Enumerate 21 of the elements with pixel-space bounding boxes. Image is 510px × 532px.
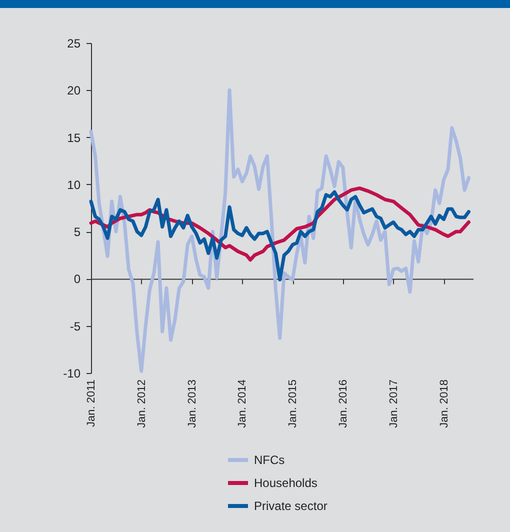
y-tick-label: -10 (63, 366, 81, 380)
legend-label: Households (254, 476, 318, 490)
y-tick-label: 5 (74, 225, 81, 240)
y-tick-label: 10 (67, 178, 81, 192)
x-tick-label: Jan. 2013 (186, 380, 198, 428)
x-tick-label: Jan. 2016 (337, 380, 350, 428)
line-series (89, 88, 470, 373)
y-tick-label: 0 (74, 272, 81, 286)
legend-label: Private sector (254, 499, 328, 513)
x-tick-label: Jan. 2012 (136, 380, 148, 428)
x-tick-label: Jan. 2014 (236, 380, 249, 428)
line-series (89, 190, 470, 282)
y-tick-label: 25 (67, 36, 81, 50)
y-tick-label: 20 (67, 84, 81, 98)
x-tick-label: Jan. 2017 (388, 380, 400, 428)
x-tick-label: Jan. 2011 (86, 380, 98, 428)
legend-label: NFCs (254, 453, 285, 467)
y-tick-label: 15 (67, 130, 81, 145)
x-tick-label: Jan. 2018 (438, 380, 450, 428)
x-tick-label: Jan. 2015 (287, 380, 300, 428)
y-tick-label: -5 (70, 319, 81, 334)
